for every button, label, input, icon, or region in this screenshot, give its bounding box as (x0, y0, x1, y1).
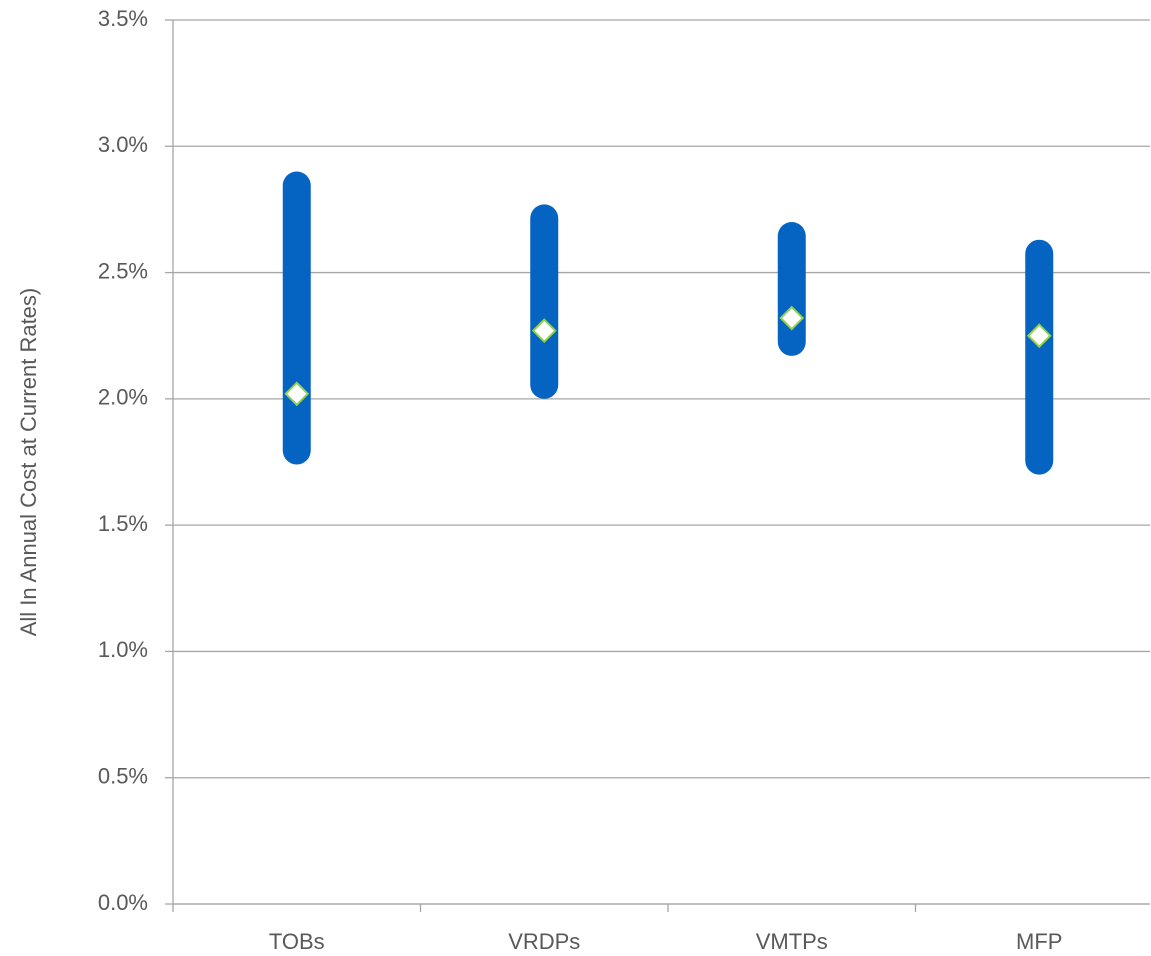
y-tick-label: 0.5% (98, 764, 148, 789)
range-bar (777, 222, 806, 356)
x-tick-label: TOBs (269, 929, 325, 954)
y-tick-label: 1.0% (98, 637, 148, 662)
y-axis-label: All In Annual Cost at Current Rates) (16, 288, 41, 637)
range-bar (530, 204, 559, 399)
x-tick-label: VMTPs (756, 929, 828, 954)
range-bar (282, 171, 311, 465)
range-bar (1025, 239, 1054, 475)
x-tick-label: MFP (1016, 929, 1062, 954)
y-tick-label: 2.5% (98, 258, 148, 283)
mid-marker (284, 381, 310, 407)
y-tick-label: 1.5% (98, 511, 148, 536)
mid-marker (779, 305, 805, 331)
y-tick-label: 2.0% (98, 385, 148, 410)
x-tick-label: VRDPs (508, 929, 580, 954)
y-tick-label: 0.0% (98, 890, 148, 915)
y-tick-label: 3.0% (98, 132, 148, 157)
mid-marker (1026, 323, 1052, 349)
mid-marker (531, 318, 557, 344)
y-tick-label: 3.5% (98, 6, 148, 31)
